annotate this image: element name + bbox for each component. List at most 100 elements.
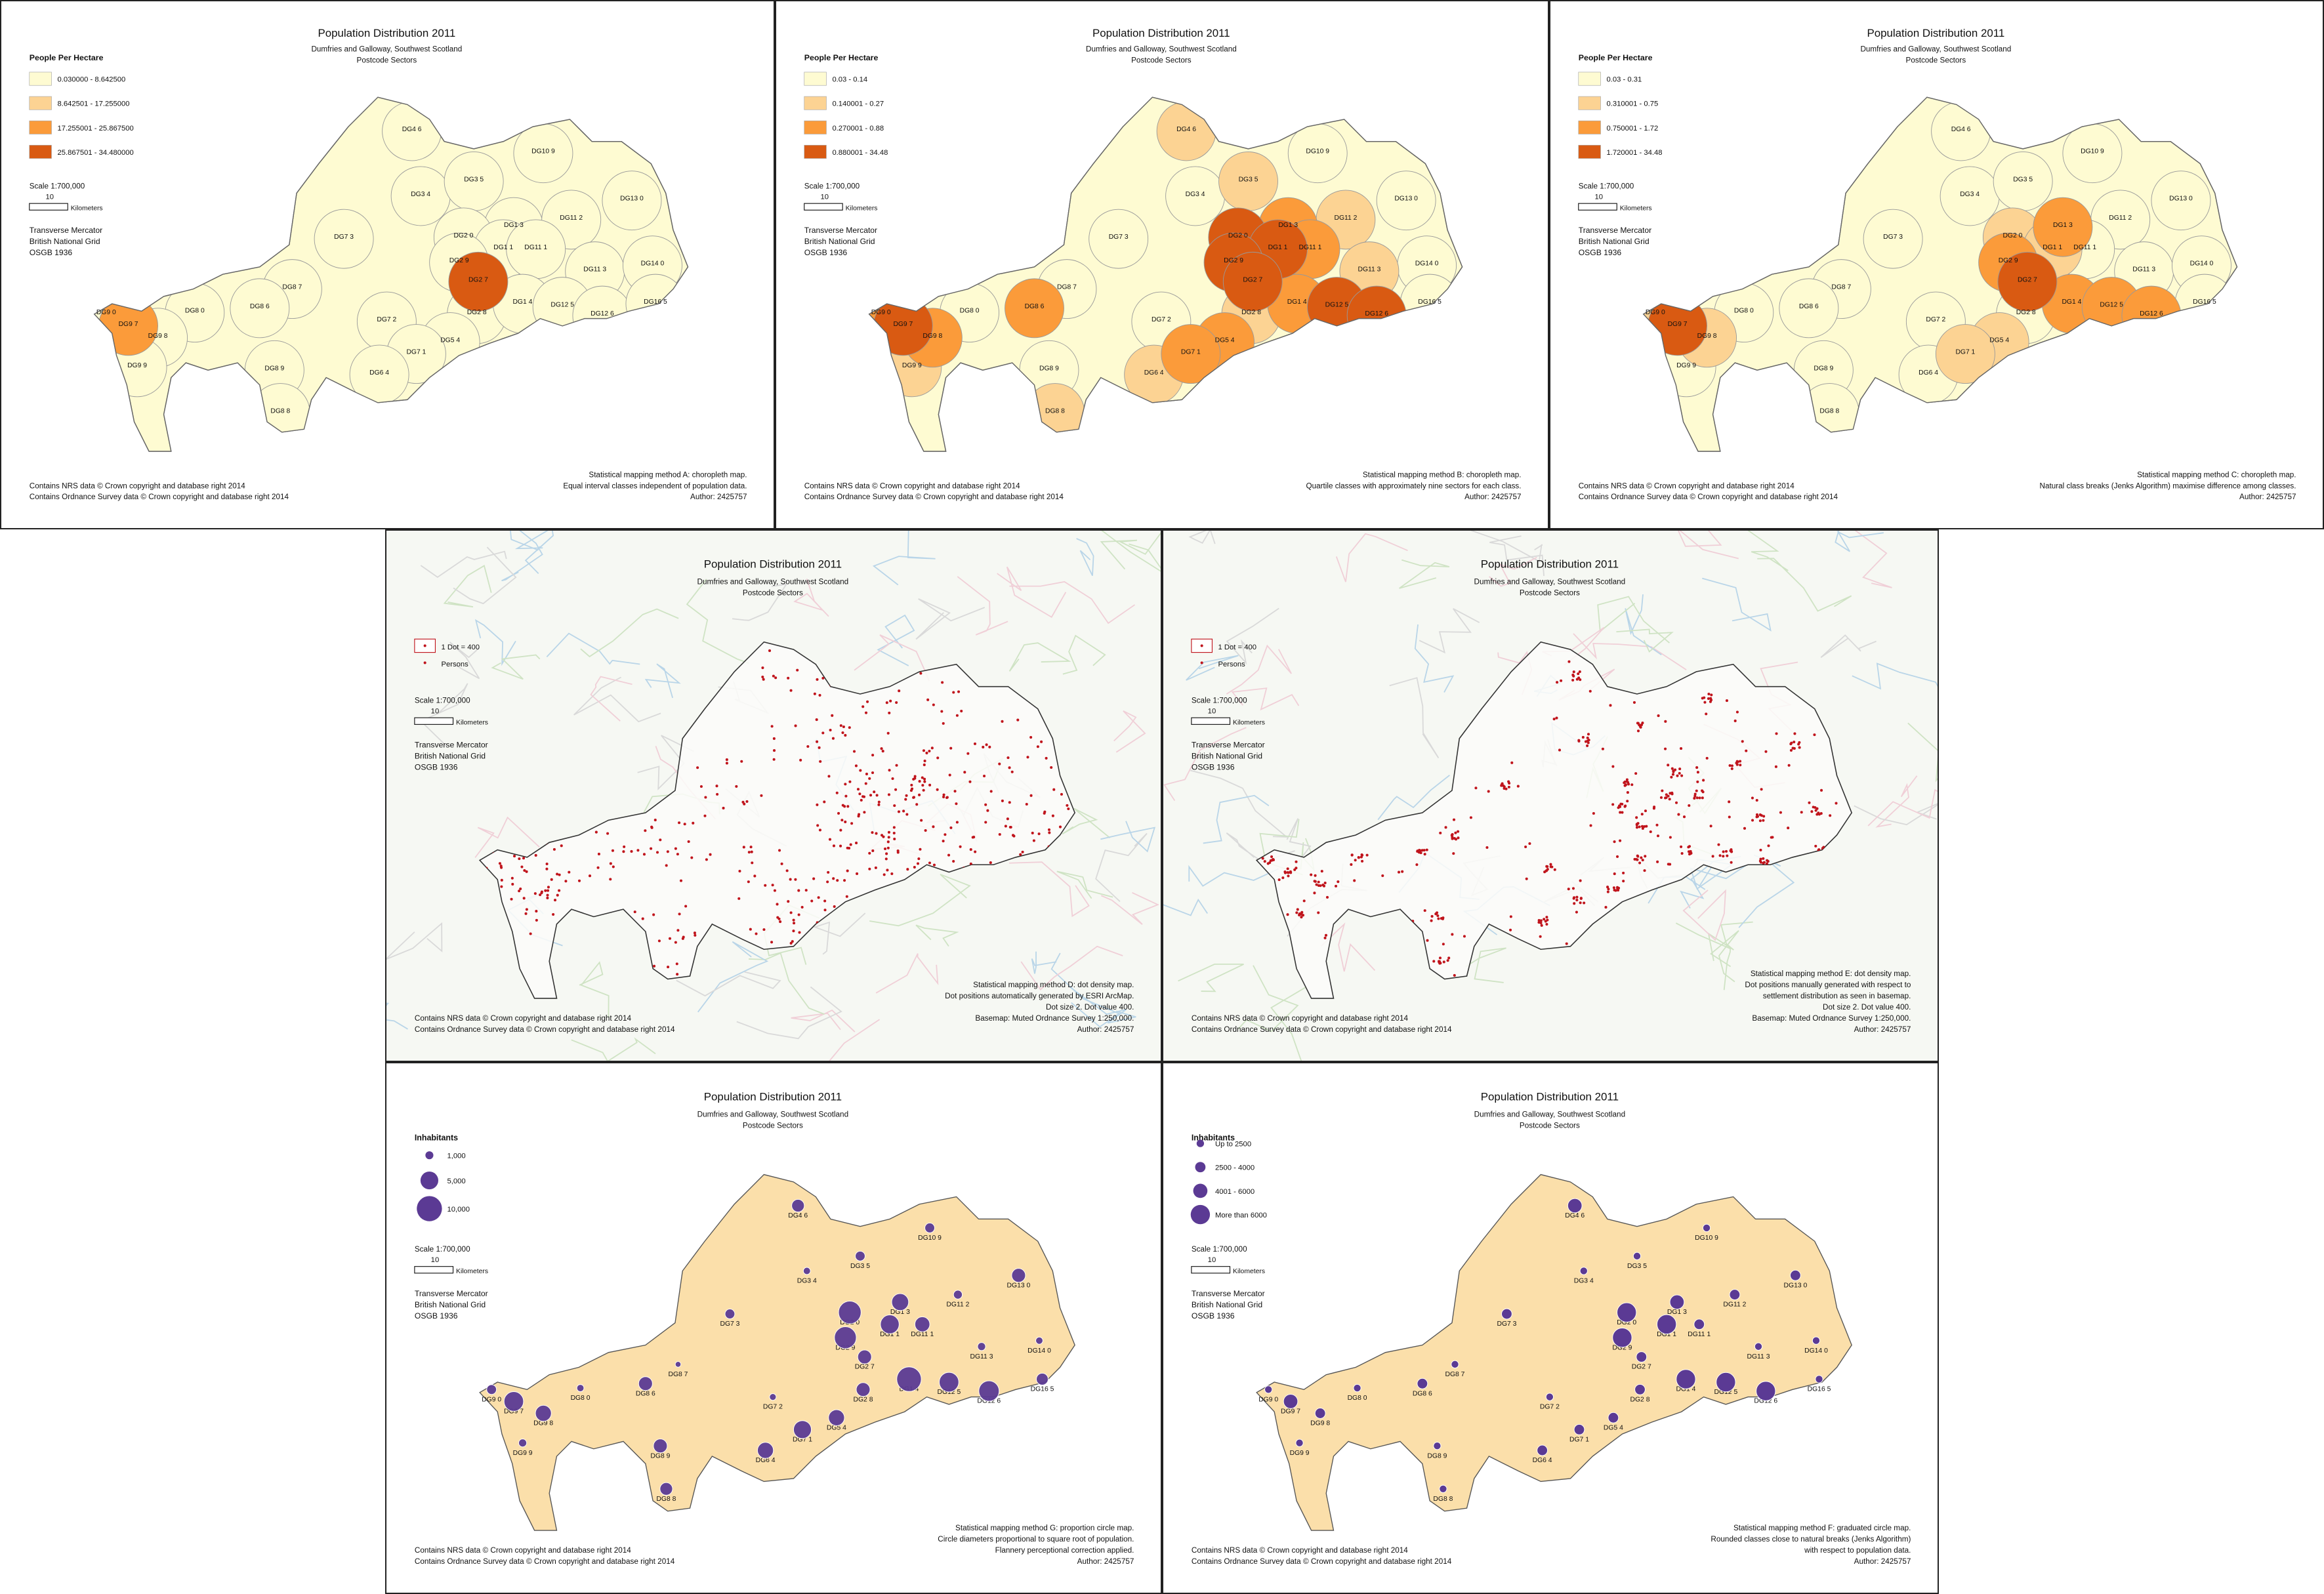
basemap-road — [1616, 628, 1674, 653]
population-circle — [1417, 1378, 1428, 1389]
sector-label: DG2 9 — [1999, 257, 2018, 264]
dot — [898, 689, 901, 693]
dot — [789, 941, 793, 945]
dot — [868, 867, 871, 870]
dot — [974, 850, 977, 853]
dot — [1354, 859, 1357, 862]
legend-label: 0.270001 - 0.88 — [832, 125, 884, 133]
dot — [875, 832, 878, 835]
dot — [1415, 863, 1419, 867]
sector-label: DG8 9 — [1814, 365, 1833, 372]
dot — [1728, 764, 1732, 767]
credit: Contains Ordnance Survey data © Crown co… — [804, 493, 1064, 501]
legend-circle — [1196, 1139, 1205, 1147]
dot — [785, 869, 789, 872]
dot — [1313, 891, 1316, 895]
dot — [1283, 870, 1287, 874]
sector-label: DG8 6 — [1025, 303, 1045, 310]
dot — [776, 903, 779, 906]
basemap-road — [875, 953, 939, 994]
dot — [1579, 678, 1582, 682]
legend-label: 4001 - 6000 — [1215, 1188, 1255, 1196]
sector-label: DG5 4 — [1215, 337, 1235, 344]
sector-label: DG11 1 — [1299, 244, 1322, 251]
sector-label: DG9 8 — [533, 1420, 553, 1427]
projection: Transverse Mercator — [415, 1289, 488, 1298]
dot — [1625, 778, 1629, 781]
map-subtitle: Postcode Sectors — [743, 588, 803, 597]
dot — [1680, 845, 1683, 848]
dot — [1703, 701, 1707, 704]
legend-circle — [420, 1171, 438, 1190]
legend-title: People Per Hectare — [804, 53, 879, 62]
sector-label: DG14 0 — [641, 260, 665, 268]
population-circle — [1729, 1289, 1741, 1301]
basemap-road — [1008, 861, 1090, 918]
dot — [650, 847, 653, 850]
sector-label: DG8 0 — [960, 308, 980, 315]
dot — [832, 877, 835, 880]
dot — [552, 913, 555, 916]
scale-distance: 10 — [1208, 707, 1216, 715]
population-circle — [1537, 1444, 1548, 1456]
dot — [545, 867, 549, 870]
dot — [1819, 812, 1823, 815]
credit: Contains Ordnance Survey data © Crown co… — [1579, 493, 1838, 501]
dot — [1270, 855, 1274, 859]
population-circle — [1656, 1314, 1677, 1334]
dot — [1636, 729, 1640, 733]
dot — [1302, 899, 1306, 903]
scale-distance: 10 — [1208, 1256, 1216, 1264]
dot — [985, 743, 988, 746]
credit: Contains Ordnance Survey data © Crown co… — [415, 1025, 675, 1034]
sector-label: DG11 2 — [1723, 1301, 1746, 1309]
sector-label: DG9 9 — [1676, 362, 1696, 369]
sector-fill — [1997, 251, 2058, 312]
dot — [884, 847, 887, 851]
dot — [837, 811, 840, 815]
dot — [1619, 839, 1622, 842]
legend: 1 Dot = 400 Persons — [414, 638, 480, 668]
dot — [841, 804, 844, 807]
dot — [1444, 826, 1447, 829]
basemap-road — [1757, 558, 1852, 612]
dot — [1006, 756, 1010, 760]
dot — [518, 857, 521, 861]
dot — [1614, 889, 1617, 892]
dot — [984, 803, 987, 806]
dot — [1438, 962, 1442, 965]
dot — [749, 846, 753, 849]
credit: Contains NRS data © Crown copyright and … — [415, 1546, 631, 1555]
dot — [597, 852, 600, 856]
basemap-road — [1489, 535, 1545, 577]
dot — [1798, 746, 1801, 749]
dot — [772, 758, 776, 761]
scale-unit: Kilometers — [1233, 1268, 1265, 1275]
dot — [949, 746, 953, 750]
sector-label: DG13 0 — [620, 195, 644, 203]
method-note: Dot positions automatically generated by… — [945, 992, 1134, 1000]
dot — [1430, 919, 1433, 922]
dot — [968, 780, 972, 783]
basemap-road — [580, 608, 679, 658]
basemap-road — [1677, 531, 1739, 560]
sector-label: DG4 6 — [1176, 126, 1196, 133]
basemap-road — [453, 546, 517, 605]
basemap-road — [1178, 963, 1244, 992]
basemap-road — [474, 619, 516, 666]
dot — [715, 785, 718, 788]
dot — [829, 728, 832, 732]
sector-label: DG8 9 — [1427, 1452, 1447, 1460]
dot — [1667, 764, 1670, 767]
dot — [522, 897, 526, 900]
sector-label: DG2 8 — [1241, 309, 1261, 316]
legend-title: Inhabitants — [1192, 1134, 1235, 1143]
sector-label: DG7 3 — [1883, 234, 1903, 241]
legend-label: 0.750001 - 1.72 — [1607, 125, 1659, 133]
method-note: Statistical mapping method C: choropleth… — [2137, 470, 2296, 479]
dot — [778, 849, 781, 852]
dot — [523, 869, 526, 872]
dot — [921, 784, 924, 787]
basemap-road — [1031, 951, 1057, 974]
dot — [1677, 813, 1680, 816]
